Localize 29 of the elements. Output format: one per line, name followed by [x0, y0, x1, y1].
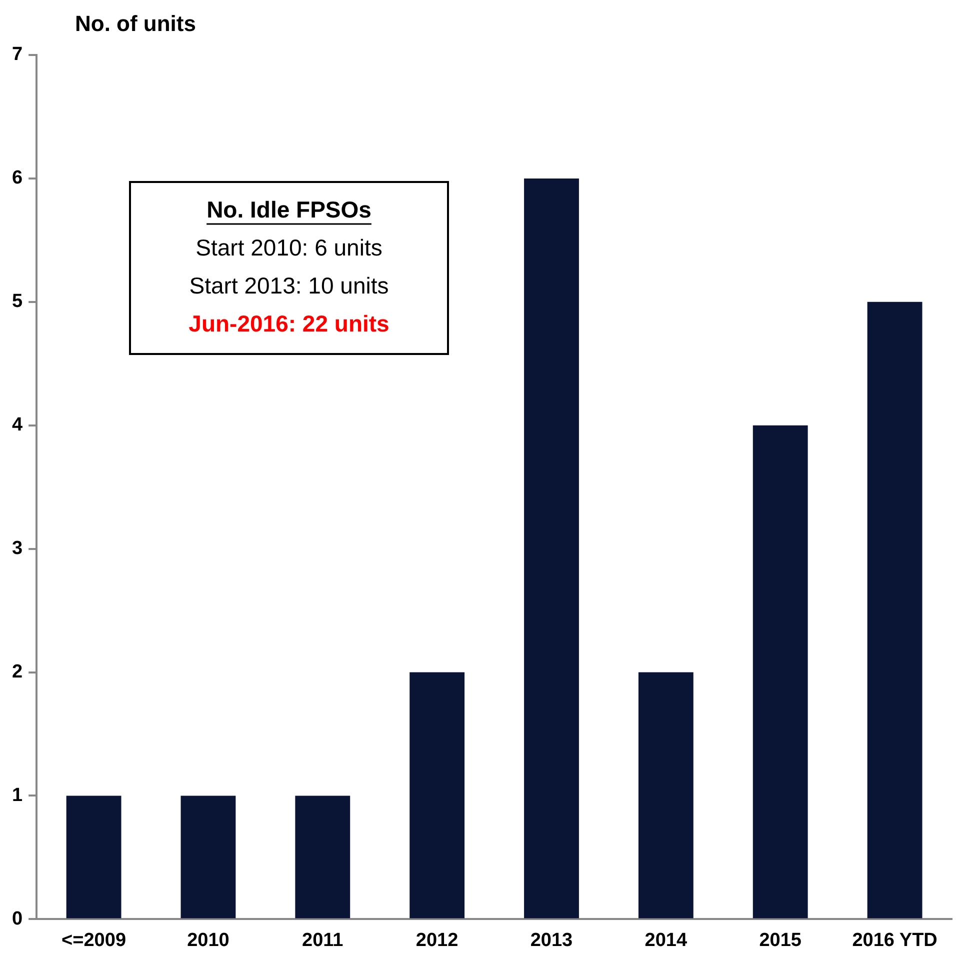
bar	[867, 302, 922, 918]
x-tick-label: 2010	[187, 930, 230, 951]
y-tick-label: 4	[12, 414, 23, 436]
annotation: Start 2010: 6 units	[196, 234, 382, 260]
x-tick-label: 2012	[416, 930, 458, 951]
y-axis-title: No. of units	[75, 11, 196, 36]
y-tick-label: 6	[12, 168, 23, 189]
bar	[752, 425, 808, 918]
y-tick-label: 0	[12, 908, 23, 930]
x-tick-label: 2013	[530, 930, 573, 951]
bar	[524, 178, 579, 918]
bar	[638, 672, 694, 918]
y-tick-label: 5	[12, 291, 23, 312]
x-tick-label: 2016 YTD	[852, 930, 938, 951]
bar	[66, 796, 122, 918]
x-tick-label: 2011	[302, 930, 344, 951]
x-tick-label: <=2009	[62, 930, 126, 951]
bar	[180, 796, 236, 918]
bar	[295, 796, 350, 918]
y-tick-label: 3	[12, 538, 23, 560]
annotation: Start 2013: 10 units	[189, 272, 389, 298]
y-tick-label: 7	[12, 44, 23, 66]
x-tick-label: 2014	[644, 930, 688, 951]
bar	[410, 672, 465, 918]
y-tick-label: 2	[12, 662, 23, 683]
annotation: No. Idle FPSOs	[206, 196, 372, 222]
annotation: Jun-2016: 22 units	[188, 310, 390, 336]
x-tick-label: 2015	[759, 930, 802, 951]
y-tick-label: 1	[12, 784, 23, 806]
